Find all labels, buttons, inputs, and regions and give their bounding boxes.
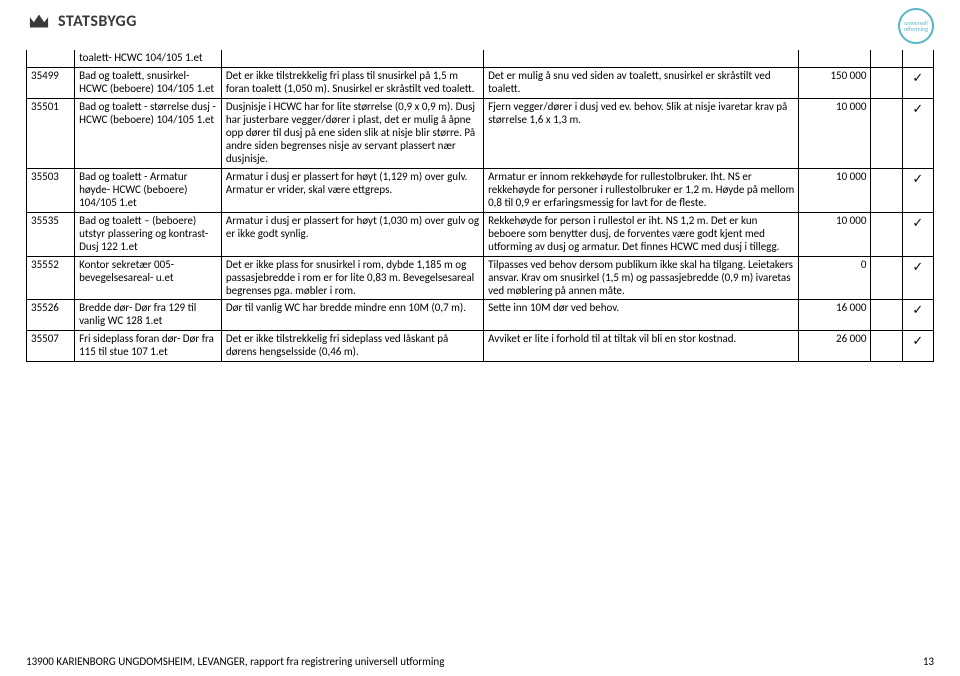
row-check-b: ✓ <box>902 300 933 331</box>
row-check-b: ✓ <box>902 168 933 212</box>
footer-text: 13900 KARIENBORG UNGDOMSHEIM, LEVANGER, … <box>26 655 444 668</box>
row-desc: Bad og toalett, snusirkel- HCWC (beboere… <box>75 67 222 98</box>
row-cost: 10 000 <box>799 98 871 168</box>
row-cost: 150 000 <box>799 67 871 98</box>
crown-icon <box>26 8 52 34</box>
row-cost: 26 000 <box>799 331 871 362</box>
row-rec: Avviket er lite i forhold til at tiltak … <box>484 331 799 362</box>
row-check-b: ✓ <box>902 98 933 168</box>
row-check-b: ✓ <box>902 67 933 98</box>
row-id: 35552 <box>27 256 75 300</box>
brand-name: STATSBYGG <box>58 12 137 31</box>
row-rec: Fjern vegger/dører i dusj ved ev. behov.… <box>484 98 799 168</box>
row-obs: Det er ikke plass for snusirkel i rom, d… <box>221 256 483 300</box>
row-desc: Fri sideplass foran dør- Dør fra 115 til… <box>75 331 222 362</box>
row-check-a <box>871 98 902 168</box>
row-desc: Bad og toalett – (beboere) utstyr plasse… <box>75 212 222 256</box>
row-obs: Dusjnisje i HCWC har for lite størrelse … <box>221 98 483 168</box>
row-rec: Sette inn 10M dør ved behov. <box>484 300 799 331</box>
row-rec: Rekkehøyde for person i rullestol er iht… <box>484 212 799 256</box>
page-footer: 13900 KARIENBORG UNGDOMSHEIM, LEVANGER, … <box>26 655 934 668</box>
row-check-a <box>871 67 902 98</box>
row-check-a <box>871 331 902 362</box>
row-rec <box>484 50 799 67</box>
row-check-a <box>871 212 902 256</box>
row-desc: Kontor sekretær 005- bevegelsesareal- u.… <box>75 256 222 300</box>
row-id: 35507 <box>27 331 75 362</box>
row-obs: Det er ikke tilstrekkelig fri plass til … <box>221 67 483 98</box>
row-rec: Armatur er innom rekkehøyde for rullesto… <box>484 168 799 212</box>
table-row: 35535Bad og toalett – (beboere) utstyr p… <box>27 212 934 256</box>
row-check-a <box>871 50 902 67</box>
row-check-b <box>902 50 933 67</box>
row-id: 35503 <box>27 168 75 212</box>
row-id: 35501 <box>27 98 75 168</box>
row-check-a <box>871 300 902 331</box>
uu-stamp-icon: universell utforming <box>898 8 934 44</box>
row-check-a <box>871 256 902 300</box>
row-cost: 0 <box>799 256 871 300</box>
row-desc: Bredde dør- Dør fra 129 til vanlig WC 12… <box>75 300 222 331</box>
row-check-b: ✓ <box>902 331 933 362</box>
row-check-a <box>871 168 902 212</box>
row-desc: toalett- HCWC 104/105 1.et <box>75 50 222 67</box>
header: STATSBYGG universell utforming <box>26 8 934 48</box>
row-cost: 10 000 <box>799 212 871 256</box>
row-rec: Tilpasses ved behov dersom publikum ikke… <box>484 256 799 300</box>
row-id <box>27 50 75 67</box>
findings-table: toalett- HCWC 104/105 1.et35499Bad og to… <box>26 50 934 362</box>
row-desc: Bad og toalett - Armatur høyde- HCWC (be… <box>75 168 222 212</box>
table-row: 35503Bad og toalett - Armatur høyde- HCW… <box>27 168 934 212</box>
table-row: 35501Bad og toalett - størrelse dusj - H… <box>27 98 934 168</box>
row-obs: Armatur i dusj er plassert for høyt (1,1… <box>221 168 483 212</box>
row-rec: Det er mulig å snu ved siden av toalett,… <box>484 67 799 98</box>
row-id: 35526 <box>27 300 75 331</box>
row-check-b: ✓ <box>902 256 933 300</box>
page: STATSBYGG universell utforming toalett- … <box>0 0 960 676</box>
row-cost <box>799 50 871 67</box>
row-desc: Bad og toalett - størrelse dusj - HCWC (… <box>75 98 222 168</box>
table-row: 35507Fri sideplass foran dør- Dør fra 11… <box>27 331 934 362</box>
page-number: 13 <box>923 655 934 668</box>
stamp-line-2: utforming <box>904 26 928 32</box>
table-row: 35526Bredde dør- Dør fra 129 til vanlig … <box>27 300 934 331</box>
row-obs <box>221 50 483 67</box>
row-cost: 10 000 <box>799 168 871 212</box>
brand-logo: STATSBYGG <box>26 8 137 34</box>
row-obs: Armatur i dusj er plassert for høyt (1,0… <box>221 212 483 256</box>
row-id: 35499 <box>27 67 75 98</box>
table-row: toalett- HCWC 104/105 1.et <box>27 50 934 67</box>
row-obs: Det er ikke tilstrekkelig fri sideplass … <box>221 331 483 362</box>
table-row: 35552Kontor sekretær 005- bevegelsesarea… <box>27 256 934 300</box>
table-row: 35499Bad og toalett, snusirkel- HCWC (be… <box>27 67 934 98</box>
row-check-b: ✓ <box>902 212 933 256</box>
row-obs: Dør til vanlig WC har bredde mindre enn … <box>221 300 483 331</box>
row-id: 35535 <box>27 212 75 256</box>
row-cost: 16 000 <box>799 300 871 331</box>
